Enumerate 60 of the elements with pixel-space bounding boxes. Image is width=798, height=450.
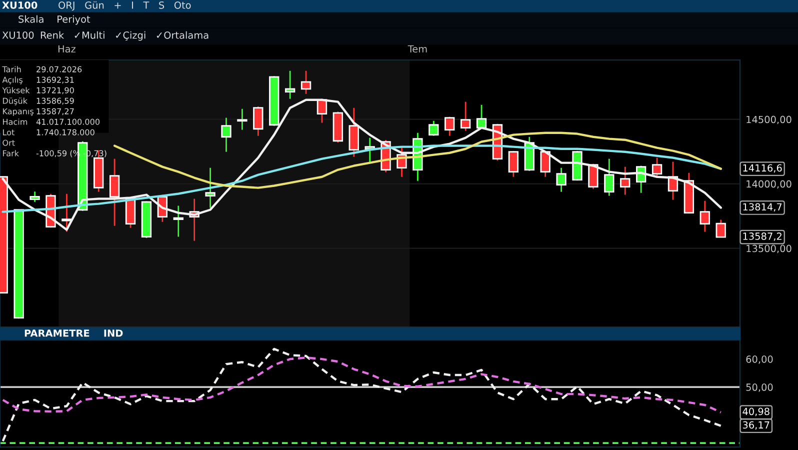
- candlestick: [300, 70, 312, 95]
- annotation: Hacim: [3, 118, 28, 125]
- x-tick-label: Tem: [408, 45, 427, 53]
- y-tick-label: 50,00: [746, 384, 773, 392]
- candlestick: [205, 167, 216, 209]
- annotation: 29.07.2026: [36, 66, 82, 72]
- candlestick: [221, 117, 232, 153]
- annotation: Fark: [3, 150, 20, 156]
- candlestick: [173, 205, 184, 238]
- candlestick: [556, 167, 566, 193]
- annotation: 1.740.178.000: [36, 129, 94, 136]
- annotation: Yüksek: [2, 87, 30, 94]
- candlestick: [508, 150, 519, 178]
- text: Renk ✓Multi ✓Çizgi ✓Ortalama: [40, 31, 208, 41]
- annotation: 13721,90: [36, 87, 74, 94]
- candlestick: [348, 107, 359, 158]
- candlestick: [428, 120, 439, 137]
- annotation: 13587,27: [36, 108, 74, 116]
- candlestick: [716, 219, 726, 238]
- annotation: Kapanış: [3, 108, 34, 116]
- y-tick-label: 14500,00: [746, 116, 792, 124]
- line-series: [2, 98, 722, 231]
- text: 14116,6: [743, 164, 782, 173]
- annotation: Düşük: [3, 98, 28, 106]
- text: 36,17: [742, 421, 770, 430]
- candlestick: [253, 106, 264, 137]
- candlestick: [652, 157, 662, 178]
- annotation: 13586,59: [36, 98, 74, 105]
- y-tick-label: 13500,00: [746, 244, 792, 254]
- line-series: [113, 132, 722, 189]
- annotation: Ort: [2, 140, 15, 146]
- candlestick: [460, 101, 471, 132]
- annotation: Tarih: [2, 66, 21, 72]
- text: 40,98: [742, 408, 770, 416]
- line-series: [2, 348, 722, 442]
- text: Skala Periyot: [18, 15, 90, 25]
- chart-title: XU100: [2, 31, 34, 39]
- candlestick: [62, 193, 72, 233]
- candlestick: [109, 158, 120, 227]
- text: ORJ Gün + I T S Oto: [58, 1, 191, 11]
- x-tick-label: Haz: [58, 45, 76, 53]
- line-series: [2, 356, 722, 414]
- candlestick: [476, 104, 487, 130]
- candlestick: [700, 200, 710, 233]
- candlestick: [237, 108, 248, 130]
- text: PARAMETRE IND: [24, 330, 123, 337]
- text: XU100: [2, 1, 38, 9]
- candlestick: [30, 190, 40, 203]
- y-tick-label: 60,00: [746, 356, 773, 364]
- annotation: Açılış: [2, 76, 23, 84]
- annotation: 41.017.100.000: [36, 118, 100, 125]
- candlestick: [604, 158, 614, 197]
- candlestick: [444, 116, 455, 137]
- text: 13814,7: [743, 203, 782, 212]
- annotation: 13692,31: [36, 76, 74, 84]
- text: 13587,2: [743, 232, 782, 241]
- annotation: Lot: [3, 129, 14, 136]
- candlestick: [620, 166, 630, 196]
- candlestick: [284, 70, 296, 100]
- y-tick-label: 14000,00: [746, 180, 792, 189]
